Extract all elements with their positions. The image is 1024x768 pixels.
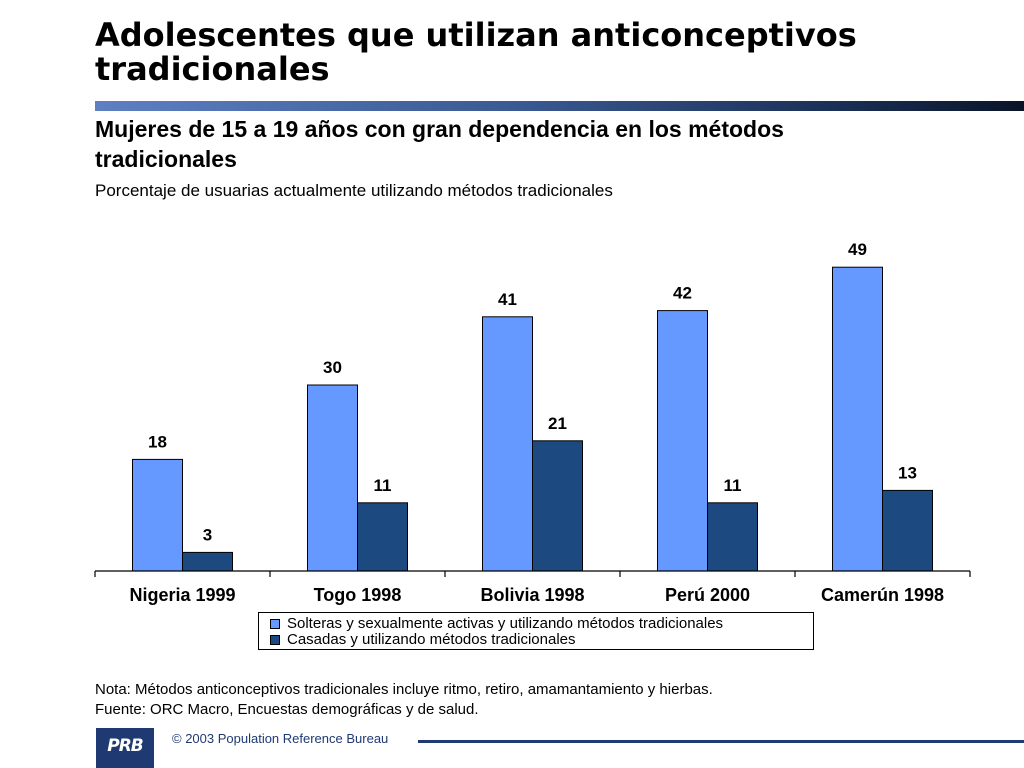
notes-block: Nota: Métodos anticonceptivos tradiciona… [95,680,713,720]
data-label: 21 [548,414,567,433]
bar-solteras [657,310,708,572]
bar-casadas [707,502,758,572]
category-label: Nigeria 1999 [129,585,235,605]
chart-subtitle: Mujeres de 15 a 19 años con gran depende… [95,116,784,172]
title-divider-bar [95,101,1024,111]
prb-logo: PRB [96,728,154,768]
legend-item-solteras: Solteras y sexualmente activas y utiliza… [270,615,724,632]
data-label: 30 [323,358,342,377]
bar-solteras [307,384,358,572]
footer-divider [418,740,1024,743]
category-label: Camerún 1998 [821,585,944,605]
data-label: 11 [724,476,742,495]
data-label: 11 [374,476,392,495]
data-label: 41 [498,290,517,309]
legend-item-casadas: Casadas y utilizando métodos tradicional… [270,631,576,648]
legend-swatch-solteras [270,619,280,629]
bar-solteras [482,316,533,572]
chart-legend: Solteras y sexualmente activas y utiliza… [258,612,814,650]
category-label: Perú 2000 [665,585,750,605]
bar-chart: 18 3 Nigeria 1999 30 11 Togo 1998 41 21 Bolivia … [94,240,971,605]
source-text: Fuente: ORC Macro, Encuestas demográfica… [95,701,479,718]
category-label: Togo 1998 [314,585,402,605]
bar-casadas [357,502,408,572]
bar-casadas [882,489,933,572]
legend-swatch-casadas [270,635,280,645]
unit-label: Porcentaje de usuarias actualmente utili… [95,181,613,200]
prb-logo-text: PRB [107,736,144,756]
legend-label-casadas: Casadas y utilizando métodos tradicional… [287,631,576,648]
legend-label-solteras: Solteras y sexualmente activas y utiliza… [287,615,724,632]
data-label: 42 [673,284,692,303]
data-label: 49 [848,240,867,259]
bar-casadas [532,440,583,572]
data-label: 13 [898,463,917,482]
bar-solteras [132,458,183,572]
data-label: 18 [148,432,167,451]
copyright-text: © 2003 Population Reference Bureau [172,731,389,746]
data-label: 3 [203,525,212,544]
bar-casadas [182,551,233,572]
bar-solteras [832,266,883,572]
note-text: Nota: Métodos anticonceptivos tradiciona… [95,681,713,698]
page-title: Adolescentes que utilizan anticonceptivo… [95,16,857,88]
category-label: Bolivia 1998 [480,585,584,605]
